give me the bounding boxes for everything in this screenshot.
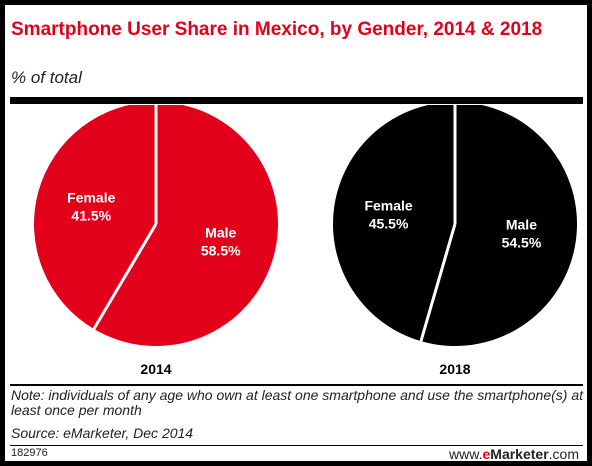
brand-name: Marketer (490, 446, 549, 462)
slice-value-2014-male: 58.5% (201, 243, 241, 259)
pie-group-2018: Male 54.5% Female 45.5% 2018 (333, 105, 577, 377)
chart-note: Note: individuals of any age who own at … (11, 387, 584, 418)
slice-value-2018-female: 45.5% (369, 216, 409, 232)
brand-prefix: www. (449, 446, 483, 462)
slice-value-2018-male: 54.5% (502, 234, 542, 250)
slice-label-2018-male: Male (506, 216, 537, 232)
pie-slice-2018-male (420, 105, 577, 346)
slice-label-2014-male: Male (205, 225, 236, 241)
pie-slice-2014-male (93, 105, 278, 346)
chart-source: Source: eMarketer, Dec 2014 (11, 425, 194, 441)
slice-divider (92, 223, 158, 331)
chart-subtitle: % of total (11, 68, 82, 87)
pie-group-2014: Male 58.5% Female 41.5% 2014 (34, 105, 278, 377)
brand-suffix: .com (548, 446, 579, 462)
pie-charts: Male 58.5% Female 41.5% 2014 Male 54.5% Female… (34, 105, 577, 377)
pie-year-label-2018: 2018 (439, 361, 470, 377)
slice-value-2014-female: 41.5% (71, 207, 111, 223)
footer-rule (10, 445, 583, 446)
slice-label-2018-female: Female (364, 198, 412, 214)
pie-slice-2018-female (333, 105, 455, 342)
slice-divider (419, 223, 457, 343)
brand-logo: www.eMarketer.com (449, 446, 579, 462)
slice-label-2014-female: Female (67, 189, 115, 205)
brand-e: e (482, 446, 491, 462)
pie-year-label-2014: 2014 (140, 361, 171, 377)
chart-id: 182976 (11, 447, 48, 459)
header-divider (10, 97, 583, 104)
footer-divider (10, 384, 583, 386)
chart-title: Smartphone User Share in Mexico, by Gend… (11, 19, 543, 40)
